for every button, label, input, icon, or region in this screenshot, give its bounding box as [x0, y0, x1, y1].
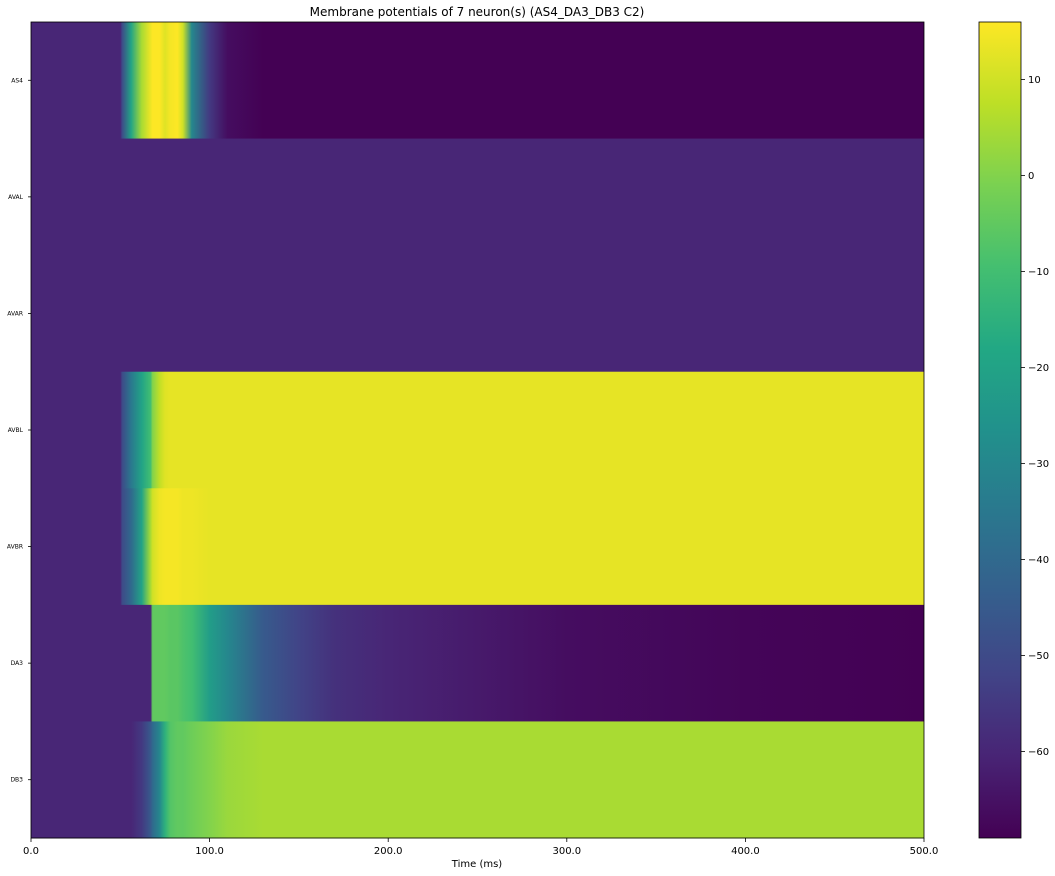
colorbar-tick-label: −20 — [1028, 363, 1049, 374]
row-label-as4: AS4 — [11, 77, 23, 84]
colorbar-tick-label: −40 — [1028, 555, 1049, 566]
x-axis-label: Time (ms) — [451, 859, 503, 870]
heatmap-row-aval — [31, 138, 924, 256]
colorbar-tick-label: −60 — [1028, 747, 1049, 758]
x-tick-label: 400.0 — [731, 846, 760, 857]
heatmap-row-avar — [31, 255, 924, 373]
colorbar-tick-label: 10 — [1028, 75, 1041, 86]
chart-title: Membrane potentials of 7 neuron(s) (AS4_… — [310, 5, 645, 19]
heatmap-row-da3 — [31, 604, 924, 722]
row-label-avar: AVAR — [7, 310, 23, 317]
row-label-aval: AVAL — [8, 194, 24, 201]
heatmap-row-as4 — [31, 22, 924, 140]
colorbar-tick-label: −30 — [1028, 459, 1049, 470]
colorbar-tick-label: −10 — [1028, 267, 1049, 278]
heatmap-row-avbl — [31, 371, 924, 489]
x-axis-ticks: 0.0 100.0 200.0 300.0 400.0 500.0 — [23, 838, 938, 857]
x-tick-label: 100.0 — [195, 846, 224, 857]
colorbar-tick-label: 0 — [1028, 171, 1034, 182]
x-tick-label: 0.0 — [23, 846, 39, 857]
row-label-db3: DB3 — [10, 777, 23, 784]
colorbar-ticks: 10 0 −10 −20 −30 −40 −50 −60 — [1021, 75, 1049, 758]
heatmap-row-db3 — [31, 721, 924, 839]
x-tick-label: 500.0 — [910, 846, 939, 857]
x-tick-label: 200.0 — [374, 846, 403, 857]
x-tick-label: 300.0 — [552, 846, 581, 857]
row-label-avbl: AVBL — [8, 427, 24, 434]
colorbar — [978, 21, 1022, 839]
colorbar-tick-label: −50 — [1028, 651, 1049, 662]
row-label-avbr: AVBR — [7, 544, 23, 551]
row-label-da3: DA3 — [11, 660, 24, 667]
row-labels: AS4 AVAL AVAR AVBL AVBR DA3 DB3 — [7, 77, 31, 784]
heatmap-rows — [31, 22, 924, 839]
heatmap-row-avbr — [31, 488, 924, 606]
